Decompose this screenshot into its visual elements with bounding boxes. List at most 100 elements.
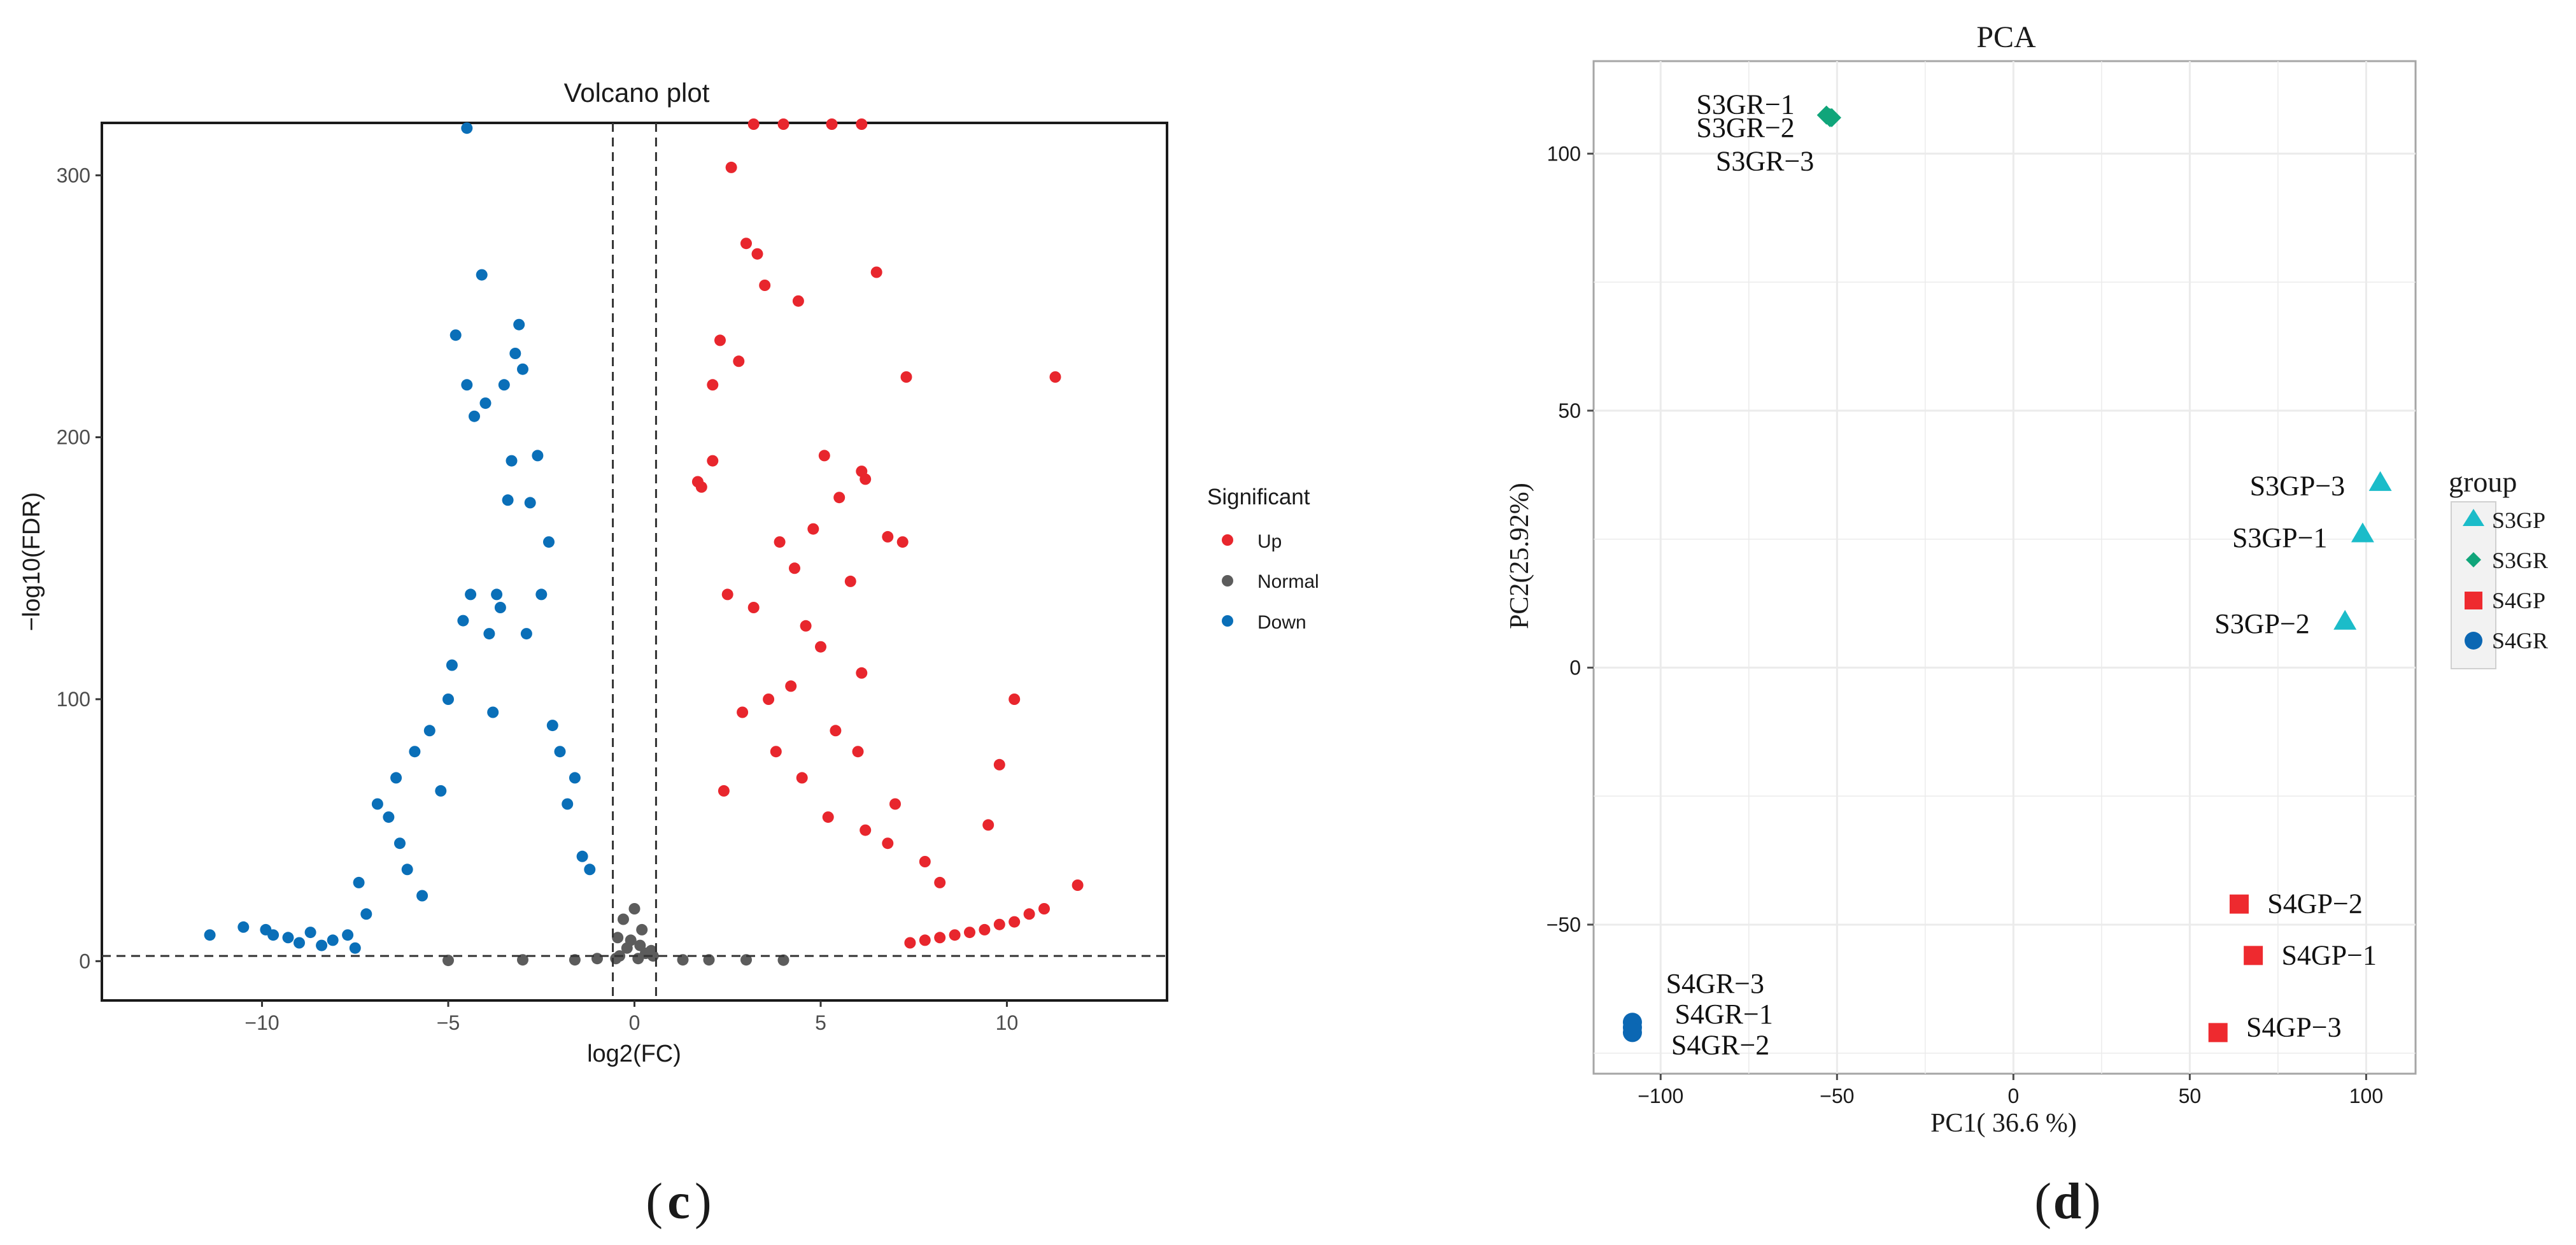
- volcano-point-down: [461, 122, 473, 134]
- volcano-point-up: [1038, 903, 1050, 914]
- legend-label-down: Down: [1257, 612, 1306, 633]
- volcano-point-down: [353, 876, 365, 888]
- volcano-point-normal: [636, 923, 648, 936]
- volcano-legend: Significant Up Normal Down: [1207, 485, 1319, 633]
- volcano-point-up: [870, 266, 882, 278]
- legend-key-normal: [1222, 575, 1233, 587]
- volcano-point-up: [982, 819, 994, 831]
- volcano-point-down: [237, 921, 250, 933]
- pca-y-tick-label: 50: [1558, 399, 1581, 422]
- volcano-point-down: [498, 379, 510, 391]
- volcano-point-up: [1008, 694, 1021, 705]
- volcano-point-up: [1008, 916, 1021, 928]
- caption-d: ( d ): [2034, 1174, 2100, 1230]
- caption-c-open: (: [646, 1174, 663, 1230]
- pca-sample-label: S3GP−2: [2214, 608, 2310, 639]
- volcano-point-up: [796, 772, 808, 784]
- volcano-title: Volcano plot: [564, 78, 710, 108]
- volcano-point-normal: [625, 934, 637, 946]
- volcano-point-up: [860, 824, 872, 836]
- volcano-point-down: [554, 746, 566, 758]
- pca-points: [1622, 105, 2392, 1042]
- volcano-legend-title: Significant: [1207, 485, 1310, 509]
- volcano-point-up: [856, 667, 868, 679]
- volcano-point-down: [576, 850, 588, 862]
- volcano-point-down: [562, 798, 574, 810]
- pca-axis-ticks: −100 −50 0 50 100 −50 0 50 100: [1546, 142, 2383, 1107]
- volcano-threshold-lines: [102, 123, 1167, 1000]
- pca-sample-label: S4GP−3: [2246, 1011, 2342, 1042]
- volcano-point-up: [830, 725, 842, 737]
- volcano-point-down: [371, 798, 383, 810]
- pca-x-tick-label: −100: [1638, 1085, 1683, 1107]
- pca-sample-label: S4GP−2: [2267, 888, 2363, 920]
- volcano-point-up: [759, 280, 771, 291]
- volcano-point-up: [900, 371, 912, 383]
- pca-legend-title: group: [2449, 466, 2517, 498]
- volcano-point-down: [469, 410, 480, 422]
- volcano-point-down: [304, 927, 316, 939]
- legend-key-s3gp: [2463, 509, 2484, 526]
- volcano-point-up: [882, 530, 894, 543]
- volcano-x-tick-label: 10: [996, 1011, 1019, 1034]
- volcano-point-normal: [612, 932, 624, 944]
- volcano-point-up: [770, 746, 782, 758]
- volcano-point-up: [751, 248, 763, 260]
- volcano-point-up: [882, 837, 894, 850]
- volcano-point-down: [449, 329, 462, 341]
- volcano-point-down: [401, 864, 413, 876]
- volcano-point-up: [833, 492, 846, 504]
- volcano-point-normal: [740, 954, 752, 966]
- volcano-point-up: [737, 706, 749, 718]
- volcano-point-down: [513, 318, 525, 331]
- volcano-point-down: [491, 588, 503, 601]
- volcano-y-label: −log10(FDR): [18, 492, 45, 632]
- volcano-point-down: [524, 497, 536, 509]
- volcano-point-down: [517, 363, 528, 375]
- volcano-point-up: [1072, 879, 1084, 891]
- volcano-point-down: [446, 659, 458, 671]
- volcano-point-up: [792, 295, 804, 307]
- pca-y-tick-label: 0: [1569, 656, 1581, 679]
- volcano-point-up: [707, 455, 719, 467]
- volcano-x-tick-label: −5: [437, 1011, 460, 1034]
- volcano-point-normal: [618, 913, 629, 925]
- volcano-point-down: [465, 588, 477, 601]
- volcano-point-normal: [677, 954, 689, 966]
- volcano-x-tick-label: 0: [629, 1011, 640, 1034]
- volcano-point-down: [282, 932, 294, 944]
- legend-label-s3gr: S3GR: [2492, 548, 2548, 573]
- pca-point-s4gp: [2244, 946, 2263, 965]
- legend-key-s3gr: [2466, 552, 2481, 567]
- volcano-point-down: [383, 811, 395, 823]
- volcano-point-down: [483, 628, 495, 640]
- volcano-point-down: [316, 939, 328, 951]
- volcano-point-down: [543, 536, 555, 548]
- volcano-point-up: [815, 641, 826, 653]
- pca-sample-label: S4GR−1: [1674, 999, 1773, 1030]
- volcano-point-up: [993, 758, 1005, 771]
- volcano-point-normal: [442, 955, 454, 967]
- pca-sample-label: S3GP−1: [2232, 522, 2328, 553]
- volcano-point-down: [457, 615, 469, 627]
- volcano-point-up: [979, 923, 991, 936]
- volcano-point-up: [993, 918, 1005, 930]
- pca-x-label: PC1( 36.6 %): [1930, 1109, 2077, 1138]
- legend-label-s4gr: S4GR: [2492, 628, 2548, 653]
- volcano-point-up: [826, 118, 838, 130]
- volcano-point-up: [807, 523, 819, 535]
- pca-x-tick-label: 100: [2349, 1085, 2383, 1107]
- volcano-point-down: [502, 494, 514, 506]
- legend-key-up: [1222, 534, 1233, 546]
- caption-c-close: ): [695, 1174, 712, 1230]
- volcano-point-up: [896, 536, 909, 548]
- legend-label-normal: Normal: [1257, 571, 1319, 592]
- legend-key-down: [1222, 615, 1233, 627]
- volcano-point-up: [747, 602, 760, 613]
- pca-point-s3gp: [2351, 522, 2374, 543]
- volcano-point-down: [509, 348, 521, 359]
- volcano-point-down: [390, 772, 402, 784]
